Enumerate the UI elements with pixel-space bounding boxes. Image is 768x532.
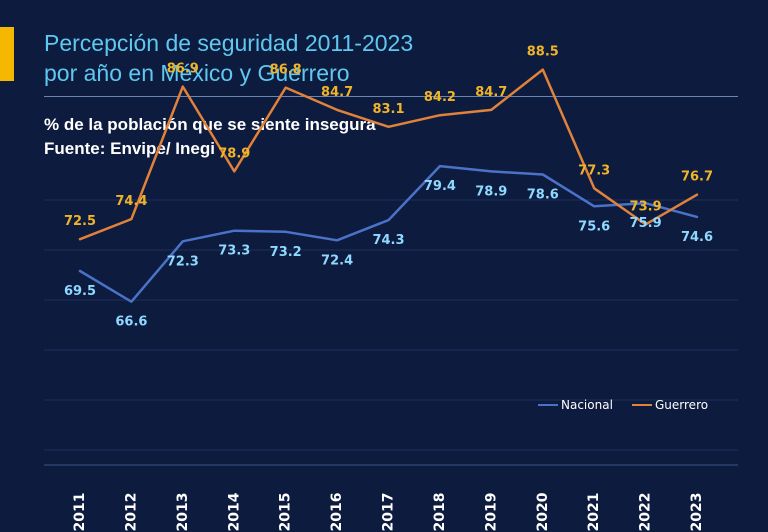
legend-label-guerrero: Guerrero [655,398,708,412]
x-tick-label: 2020 [535,492,551,531]
data-label-guerrero: 78.9 [218,146,250,161]
data-label-guerrero: 84.7 [475,85,507,100]
data-label-guerrero: 73.9 [630,199,662,214]
data-label-guerrero: 76.7 [681,170,713,185]
data-label-nacional: 73.2 [270,245,302,260]
data-label-nacional: 75.9 [630,216,662,231]
title-line-1: Percepción de seguridad 2011-2023 [44,30,414,56]
subtitle-line-1: % de la población que se siente insegura [44,115,376,134]
data-label-guerrero: 84.7 [321,85,353,100]
series-line-guerrero [78,68,699,241]
data-label-nacional: 69.5 [64,284,96,299]
chart-subtitle: % de la población que se siente insegura… [44,113,376,161]
x-tick-label: 2013 [175,493,191,532]
x-tick-label: 2011 [72,493,88,532]
x-tick-label: 2022 [638,493,654,532]
subtitle-line-2: Fuente: Envipe/ Inegi [44,139,215,158]
data-label-nacional: 74.3 [372,233,404,248]
page-title: Percepción de seguridad 2011-2023 por añ… [44,28,413,88]
legend-label-nacional: Nacional [561,398,613,412]
x-tick-label: 2015 [278,493,294,532]
data-label-nacional: 73.3 [218,244,250,259]
x-tick-label: 2018 [432,493,448,532]
x-tick-label: 2021 [586,493,602,532]
data-label-guerrero: 88.5 [527,45,559,60]
data-label-nacional: 79.4 [424,179,456,194]
data-label-nacional: 78.9 [475,184,507,199]
data-label-guerrero: 84.2 [424,90,456,105]
series-line-nacional [78,164,699,303]
data-label-nacional: 75.6 [578,219,610,234]
data-label-nacional: 72.3 [167,254,199,269]
data-label-guerrero: 72.5 [64,214,96,229]
data-label-guerrero: 77.3 [578,163,610,178]
data-label-guerrero: 83.1 [372,102,404,117]
data-label-guerrero: 86.9 [167,62,199,77]
data-label-nacional: 72.4 [321,253,353,268]
data-label-guerrero: 86.8 [270,63,302,78]
data-label-nacional: 74.6 [681,230,713,245]
x-tick-label: 2017 [381,493,397,532]
accent-bar [0,27,14,81]
x-tick-label: 2023 [689,493,705,532]
title-divider [44,96,738,97]
title-line-2: por año en México y Guerrero [44,60,350,86]
data-label-guerrero: 74.4 [115,194,147,209]
data-label-nacional: 78.6 [527,188,559,203]
x-tick-label: 2016 [329,493,345,532]
x-tick-label: 2014 [226,492,242,531]
x-tick-label: 2019 [483,493,499,532]
x-tick-label: 2012 [123,493,139,532]
data-label-nacional: 66.6 [115,315,147,330]
